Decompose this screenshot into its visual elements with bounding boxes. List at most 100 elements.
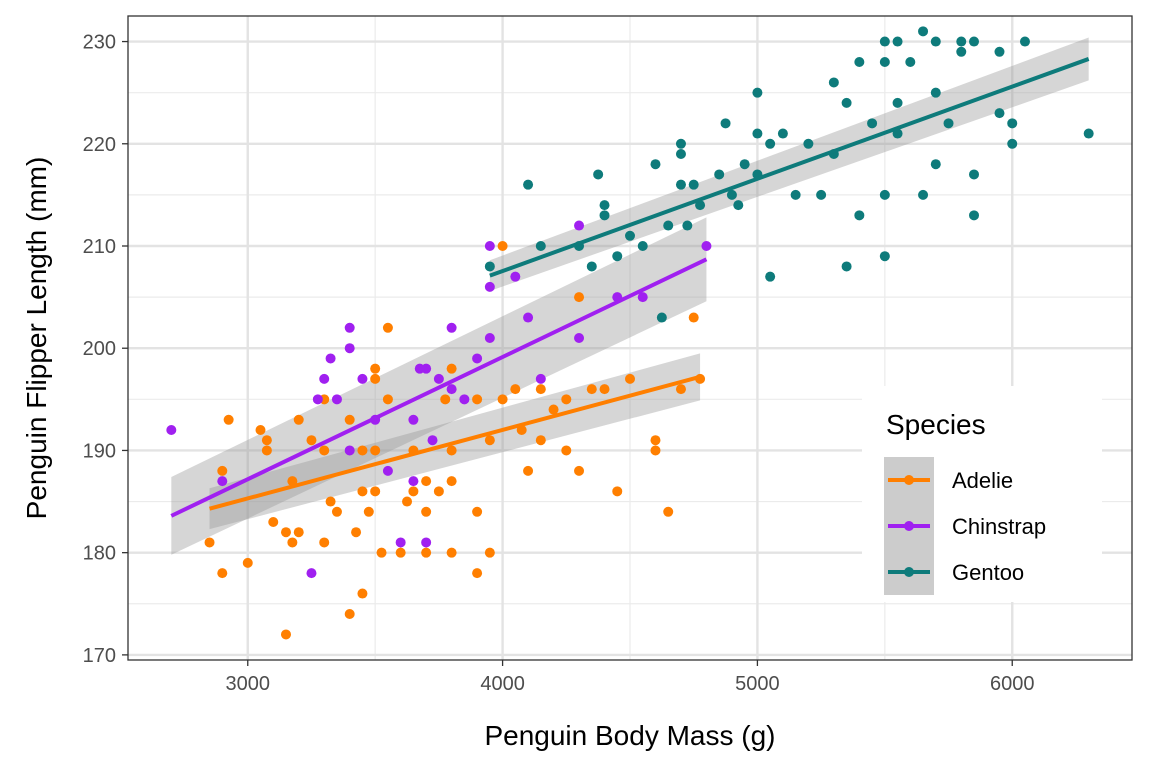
data-point-chinstrap bbox=[319, 373, 330, 384]
x-tick-label: 5000 bbox=[735, 673, 780, 695]
data-point-gentoo bbox=[930, 87, 941, 98]
data-point-adelie bbox=[561, 445, 572, 456]
data-point-adelie bbox=[402, 496, 413, 507]
data-point-chinstrap bbox=[344, 445, 355, 456]
data-point-adelie bbox=[261, 445, 272, 456]
data-point-gentoo bbox=[969, 169, 980, 180]
data-point-adelie bbox=[650, 435, 661, 446]
legend-label-adelie: Adelie bbox=[952, 468, 1013, 493]
data-point-chinstrap bbox=[325, 353, 336, 364]
data-point-adelie bbox=[574, 292, 585, 303]
data-point-adelie bbox=[223, 414, 234, 425]
data-point-adelie bbox=[433, 486, 444, 497]
data-point-gentoo bbox=[523, 179, 534, 190]
data-point-chinstrap bbox=[217, 476, 228, 487]
data-point-gentoo bbox=[841, 97, 852, 108]
data-point-adelie bbox=[523, 465, 534, 476]
data-point-gentoo bbox=[1019, 36, 1030, 47]
data-point-adelie bbox=[370, 486, 381, 497]
data-point-gentoo bbox=[688, 179, 699, 190]
legend-key-chinstrap bbox=[884, 503, 934, 549]
data-point-chinstrap bbox=[408, 476, 419, 487]
data-point-adelie bbox=[268, 517, 279, 527]
data-point-gentoo bbox=[969, 36, 980, 47]
data-point-gentoo bbox=[695, 200, 706, 211]
data-point-adelie bbox=[217, 465, 228, 476]
data-point-gentoo bbox=[752, 87, 763, 98]
data-point-adelie bbox=[261, 435, 272, 446]
data-point-adelie bbox=[446, 363, 457, 374]
data-point-gentoo bbox=[854, 210, 865, 221]
data-point-adelie bbox=[370, 445, 381, 456]
data-point-adelie bbox=[382, 394, 393, 405]
data-point-chinstrap bbox=[510, 271, 521, 282]
data-point-adelie bbox=[440, 394, 451, 405]
data-point-adelie bbox=[599, 384, 610, 395]
data-point-adelie bbox=[625, 373, 635, 384]
data-point-adelie bbox=[472, 506, 483, 517]
data-point-adelie bbox=[319, 445, 330, 456]
data-point-chinstrap bbox=[472, 353, 483, 364]
panel-border bbox=[127, 15, 1133, 661]
data-point-adelie bbox=[497, 241, 508, 251]
x-tick-label: 3000 bbox=[226, 673, 271, 695]
data-point-adelie bbox=[351, 527, 362, 538]
data-point-gentoo bbox=[637, 241, 648, 251]
data-point-adelie bbox=[484, 547, 495, 558]
data-point-chinstrap bbox=[459, 394, 470, 405]
confidence-band-gentoo bbox=[489, 37, 1089, 291]
data-point-adelie bbox=[370, 363, 381, 374]
data-point-adelie bbox=[395, 547, 406, 558]
data-point-gentoo bbox=[867, 118, 878, 129]
data-point-gentoo bbox=[969, 210, 980, 221]
data-point-chinstrap bbox=[331, 394, 342, 405]
data-points bbox=[166, 26, 1094, 640]
data-point-adelie bbox=[650, 445, 661, 456]
data-point-chinstrap bbox=[306, 568, 317, 579]
data-point-gentoo bbox=[535, 241, 546, 251]
data-point-gentoo bbox=[879, 36, 890, 47]
data-point-adelie bbox=[535, 384, 546, 395]
data-point-chinstrap bbox=[535, 373, 546, 384]
data-point-adelie bbox=[535, 435, 546, 446]
data-point-chinstrap bbox=[523, 312, 534, 323]
data-point-chinstrap bbox=[446, 322, 457, 333]
data-point-adelie bbox=[242, 557, 253, 568]
data-point-chinstrap bbox=[344, 322, 355, 333]
data-point-chinstrap bbox=[574, 220, 585, 231]
y-tick-label: 190 bbox=[83, 440, 116, 462]
legend-key-point bbox=[904, 521, 914, 531]
data-point-gentoo bbox=[918, 26, 929, 37]
data-point-adelie bbox=[421, 476, 432, 487]
data-point-adelie bbox=[510, 384, 521, 395]
data-point-gentoo bbox=[918, 189, 929, 200]
data-point-chinstrap bbox=[446, 384, 457, 395]
data-point-chinstrap bbox=[357, 373, 368, 384]
data-point-gentoo bbox=[675, 179, 686, 190]
data-point-adelie bbox=[497, 394, 508, 405]
data-point-gentoo bbox=[930, 159, 941, 170]
data-point-chinstrap bbox=[484, 333, 495, 343]
data-point-adelie bbox=[357, 486, 368, 497]
data-point-gentoo bbox=[905, 57, 916, 67]
y-tick-label: 210 bbox=[83, 236, 116, 258]
data-point-gentoo bbox=[1007, 138, 1018, 149]
data-point-gentoo bbox=[892, 36, 903, 47]
data-point-adelie bbox=[446, 547, 457, 558]
legend-key-gentoo bbox=[884, 549, 934, 595]
data-point-adelie bbox=[280, 527, 291, 538]
data-point-adelie bbox=[561, 394, 572, 405]
data-point-gentoo bbox=[612, 251, 623, 262]
data-point-chinstrap bbox=[408, 414, 419, 425]
data-point-gentoo bbox=[599, 200, 610, 211]
data-point-adelie bbox=[325, 496, 336, 507]
fit-line-gentoo bbox=[489, 57, 1090, 278]
data-point-gentoo bbox=[879, 57, 890, 67]
data-point-gentoo bbox=[663, 220, 674, 231]
data-point-chinstrap bbox=[427, 435, 438, 446]
legend-label-chinstrap: Chinstrap bbox=[952, 514, 1046, 539]
x-tick-label: 4000 bbox=[480, 673, 525, 695]
data-point-gentoo bbox=[682, 220, 693, 231]
